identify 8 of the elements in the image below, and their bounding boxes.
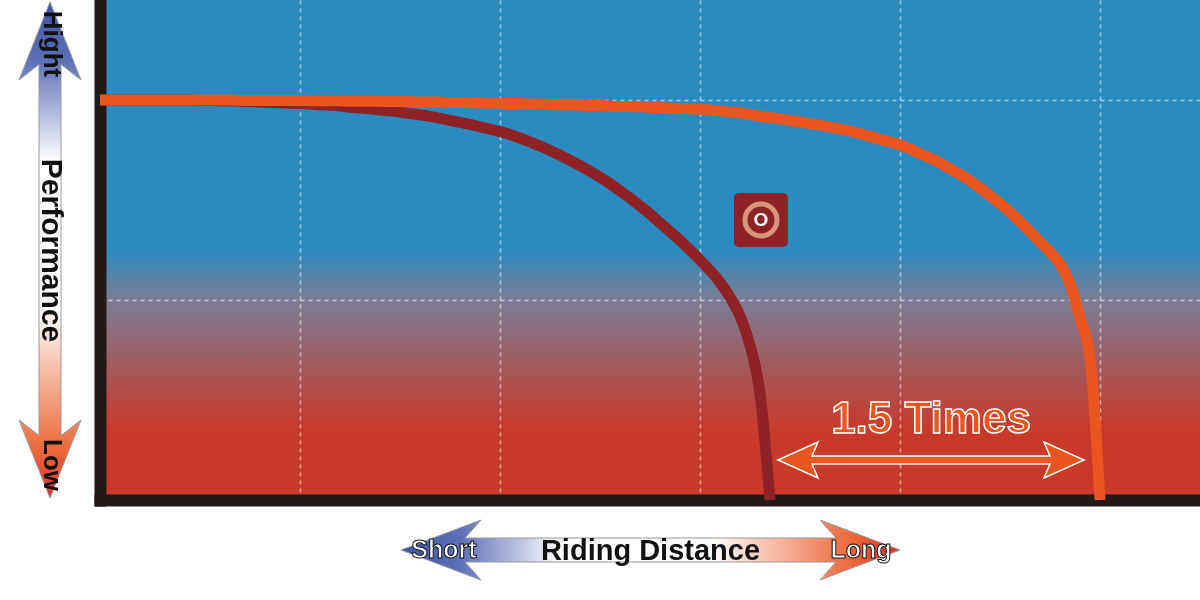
text: Long xyxy=(830,535,892,563)
text: O xyxy=(753,209,769,230)
text: Low xyxy=(38,439,68,492)
x-axis-title: Riding Distance xyxy=(540,533,761,566)
y-axis-title: Performance xyxy=(35,158,69,343)
text: Hight xyxy=(38,10,68,78)
annotation: 1.5 Times xyxy=(831,393,1031,442)
text: Short xyxy=(411,535,478,563)
